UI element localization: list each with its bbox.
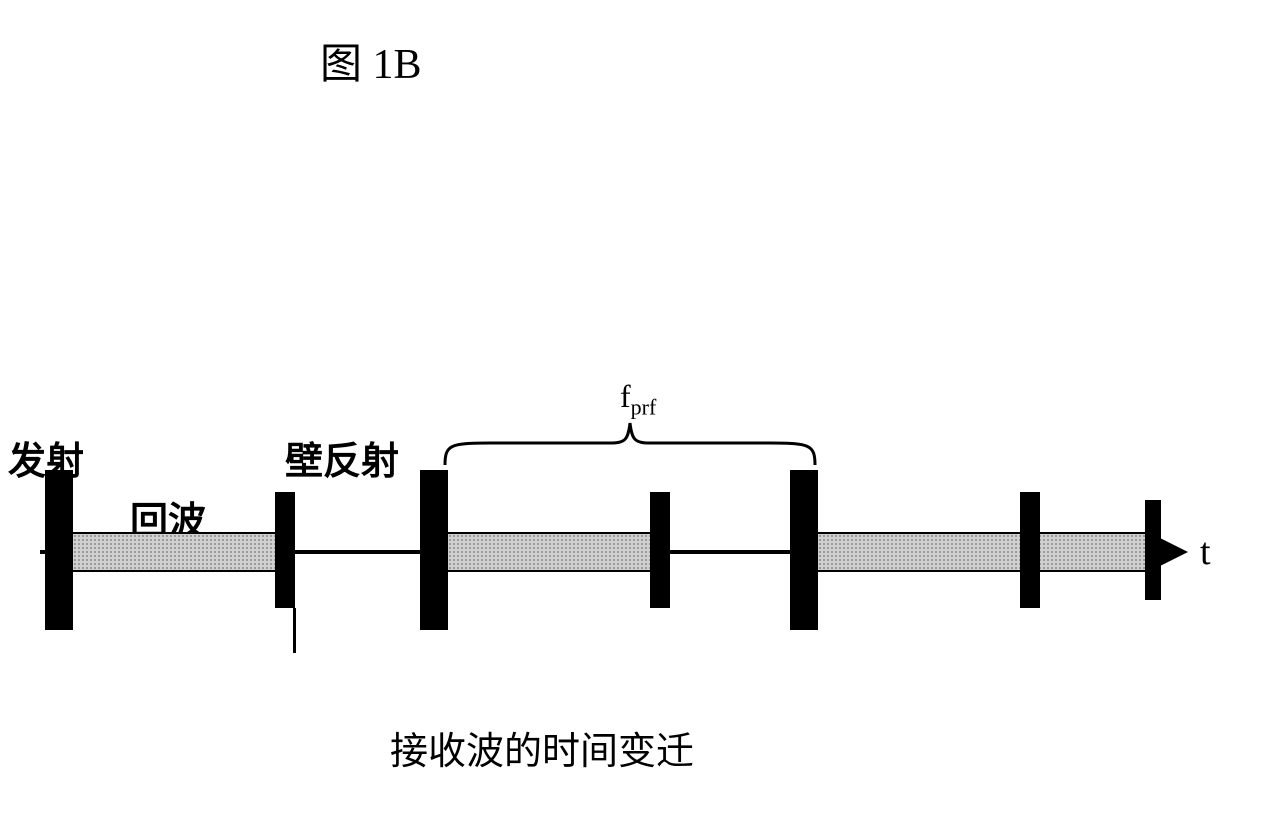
wall-reflection-pulse	[650, 492, 670, 608]
emit-pulse	[45, 470, 73, 630]
figure-caption: 接收波的时间变迁	[390, 720, 694, 775]
fprf-base: f	[620, 378, 631, 414]
echo-band	[448, 534, 650, 570]
tick-mark	[293, 608, 296, 653]
echo-band	[818, 534, 1145, 570]
wall-reflection-pulse	[1145, 500, 1161, 600]
figure-title: 图 1B	[320, 30, 422, 91]
time-axis-label: t	[1200, 530, 1211, 574]
diagram-container: 图 1B 发射 回波 壁反射 fprf t 接收波的时间变迁	[0, 0, 1266, 832]
wall-reflection-pulse	[1020, 492, 1040, 608]
time-axis-arrow	[1160, 538, 1188, 566]
emit-pulse	[790, 470, 818, 630]
emit-pulse	[420, 470, 448, 630]
echo-band	[73, 534, 275, 570]
fprf-brace	[440, 415, 820, 470]
wall-reflection-label: 壁反射	[285, 430, 399, 485]
wall-reflection-pulse	[275, 492, 295, 608]
